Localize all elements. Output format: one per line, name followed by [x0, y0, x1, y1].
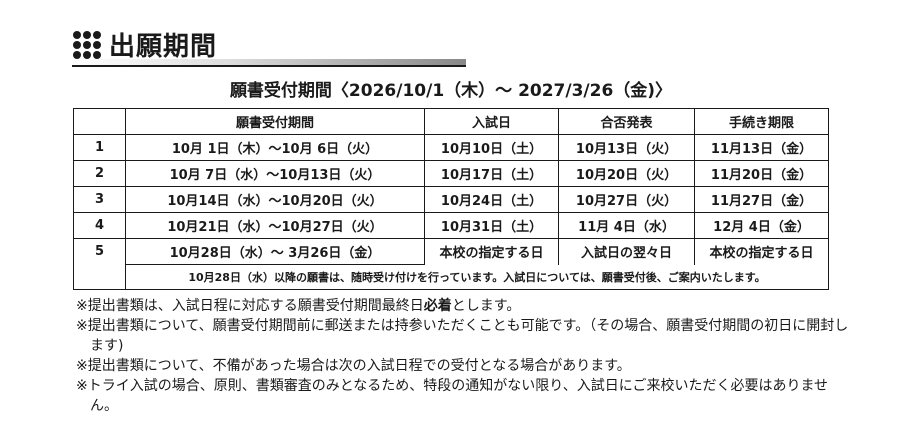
table-row: 4 10月21日（水）～10月27日（火） 10月31日（土） 11月 4日（水） 12…: [73, 212, 829, 239]
cell: 1: [73, 134, 126, 161]
dots-icon: [73, 30, 101, 59]
note-item: ※提出書類は、入試日程に対応する願書受付期間最終日必着とします。: [76, 298, 521, 314]
cell: 3: [73, 186, 126, 213]
cell: 10月17日（土）: [424, 160, 559, 187]
header-cell: 入試日: [424, 108, 559, 135]
cell: 10月21日（水）～10月27日（火）: [125, 212, 425, 239]
cell: 10月 1日（木）～10月 6日（火）: [125, 134, 425, 161]
cell: 10月13日（火）: [558, 134, 695, 161]
cell: 10月27日（火）: [558, 186, 695, 213]
cell: 10月14日（水）～10月20日（火）: [125, 186, 425, 213]
header-cell: 合否発表: [558, 108, 695, 135]
table-row: 3 10月14日（水）～10月20日（火） 10月24日（土） 10月27日（火） 11…: [73, 186, 829, 213]
table-row: 1 10月 1日（木）～10月 6日（火） 10月10日（土） 10月13日（火） 11…: [73, 134, 829, 161]
table-header: 願書受付期間 入試日 合否発表 手続き期限: [73, 108, 829, 135]
cell: 本校の指定する日: [424, 238, 559, 265]
note-item: ※トライ入試の場合、原則、書類審査のみとなるため、特段の通知がない限り、入試日に…: [76, 378, 829, 414]
cell: 入試日の翌々日: [558, 238, 695, 265]
cell: 10月31日（土）: [424, 212, 559, 239]
cell: 10月28日（水）～ 3月26日（金）: [125, 238, 425, 265]
note-item: ※提出書類について、不備があった場合は次の入試日程での受付となる場合があります。: [76, 358, 631, 374]
cell: 11月 4日（水）: [558, 212, 695, 239]
header-cell: 手続き期限: [694, 108, 829, 135]
cell: 11月20日（金）: [694, 160, 829, 187]
cell: 本校の指定する日: [694, 238, 829, 265]
cell: 2: [73, 160, 126, 187]
cell: 11月27日（金）: [694, 186, 829, 213]
cell: 10月20日（火）: [558, 160, 695, 187]
cell: 4: [73, 212, 126, 239]
subtitle: 願書受付期間〈2026/10/1（木）～ 2027/3/26（金)〉: [229, 81, 673, 101]
schedule-table: 願書受付期間 入試日 合否発表 手続き期限 1 10月 1日（木）～10月 6日（…: [73, 108, 829, 290]
notes: ※提出書類は、入試日程に対応する願書受付期間最終日必着とします。 ※提出書類につ…: [76, 296, 850, 416]
header-cell: 願書受付期間: [125, 108, 425, 135]
cell: 12月 4日（金）: [694, 212, 829, 239]
section-heading: 出願期間: [73, 26, 217, 63]
table-row: 2 10月 7日（水）～10月13日（火） 10月17日（土） 10月20日（火） 11…: [73, 160, 829, 187]
page-title: 出願期間: [109, 32, 218, 62]
table-note: 10月28日（水）以降の願書は、随時受け付けを行っています。入試日については、願…: [125, 264, 829, 290]
note-item: ※提出書類について、願書受付期間前に郵送または持参いただくことも可能です。（その…: [76, 318, 849, 354]
cell: 5: [73, 238, 126, 290]
cell: 10月24日（土）: [424, 186, 559, 213]
header-cell: [73, 108, 126, 135]
heading-underline: [72, 59, 466, 67]
cell: 10月 7日（水）～10月13日（火）: [125, 160, 425, 187]
table-row: 5 10月28日（水）～ 3月26日（金） 本校の指定する日 入試日の翌々日 本校の指定…: [73, 238, 829, 290]
cell: 11月13日（金）: [694, 134, 829, 161]
cell: 10月10日（土）: [424, 134, 559, 161]
table-note-row: 10月28日（水）以降の願書は、随時受け付けを行っています。入試日については、願…: [74, 264, 829, 290]
